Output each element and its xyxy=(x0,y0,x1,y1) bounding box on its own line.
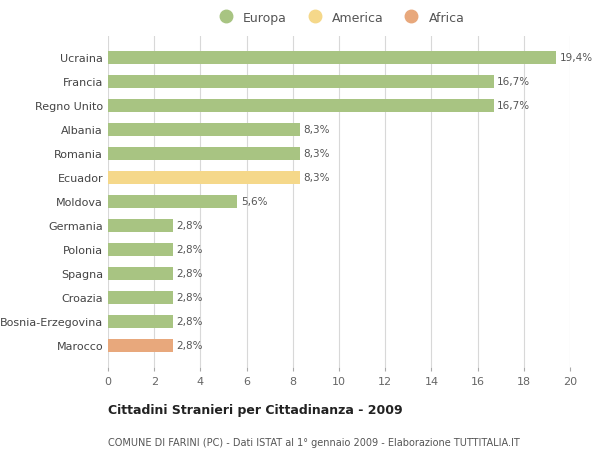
Text: COMUNE DI FARINI (PC) - Dati ISTAT al 1° gennaio 2009 - Elaborazione TUTTITALIA.: COMUNE DI FARINI (PC) - Dati ISTAT al 1°… xyxy=(108,437,520,447)
Bar xyxy=(108,147,300,161)
Bar xyxy=(108,123,300,137)
Bar xyxy=(108,76,494,89)
Bar xyxy=(108,267,173,280)
Text: 8,3%: 8,3% xyxy=(303,173,329,183)
Text: 16,7%: 16,7% xyxy=(497,77,530,87)
Bar xyxy=(108,219,173,232)
Text: 2,8%: 2,8% xyxy=(176,293,203,302)
Text: 19,4%: 19,4% xyxy=(560,53,593,63)
Text: 8,3%: 8,3% xyxy=(303,125,329,135)
Text: 2,8%: 2,8% xyxy=(176,245,203,255)
Bar xyxy=(108,100,494,113)
Bar xyxy=(108,172,300,185)
Text: Cittadini Stranieri per Cittadinanza - 2009: Cittadini Stranieri per Cittadinanza - 2… xyxy=(108,403,403,416)
Text: 8,3%: 8,3% xyxy=(303,149,329,159)
Bar xyxy=(108,339,173,352)
Text: 2,8%: 2,8% xyxy=(176,221,203,231)
Bar xyxy=(108,315,173,328)
Bar xyxy=(108,291,173,304)
Text: 5,6%: 5,6% xyxy=(241,197,268,207)
Bar xyxy=(108,52,556,65)
Text: 2,8%: 2,8% xyxy=(176,269,203,279)
Text: 2,8%: 2,8% xyxy=(176,317,203,327)
Bar xyxy=(108,243,173,257)
Legend: Europa, America, Africa: Europa, America, Africa xyxy=(208,6,470,29)
Bar xyxy=(108,196,238,208)
Text: 2,8%: 2,8% xyxy=(176,341,203,351)
Text: 16,7%: 16,7% xyxy=(497,101,530,111)
